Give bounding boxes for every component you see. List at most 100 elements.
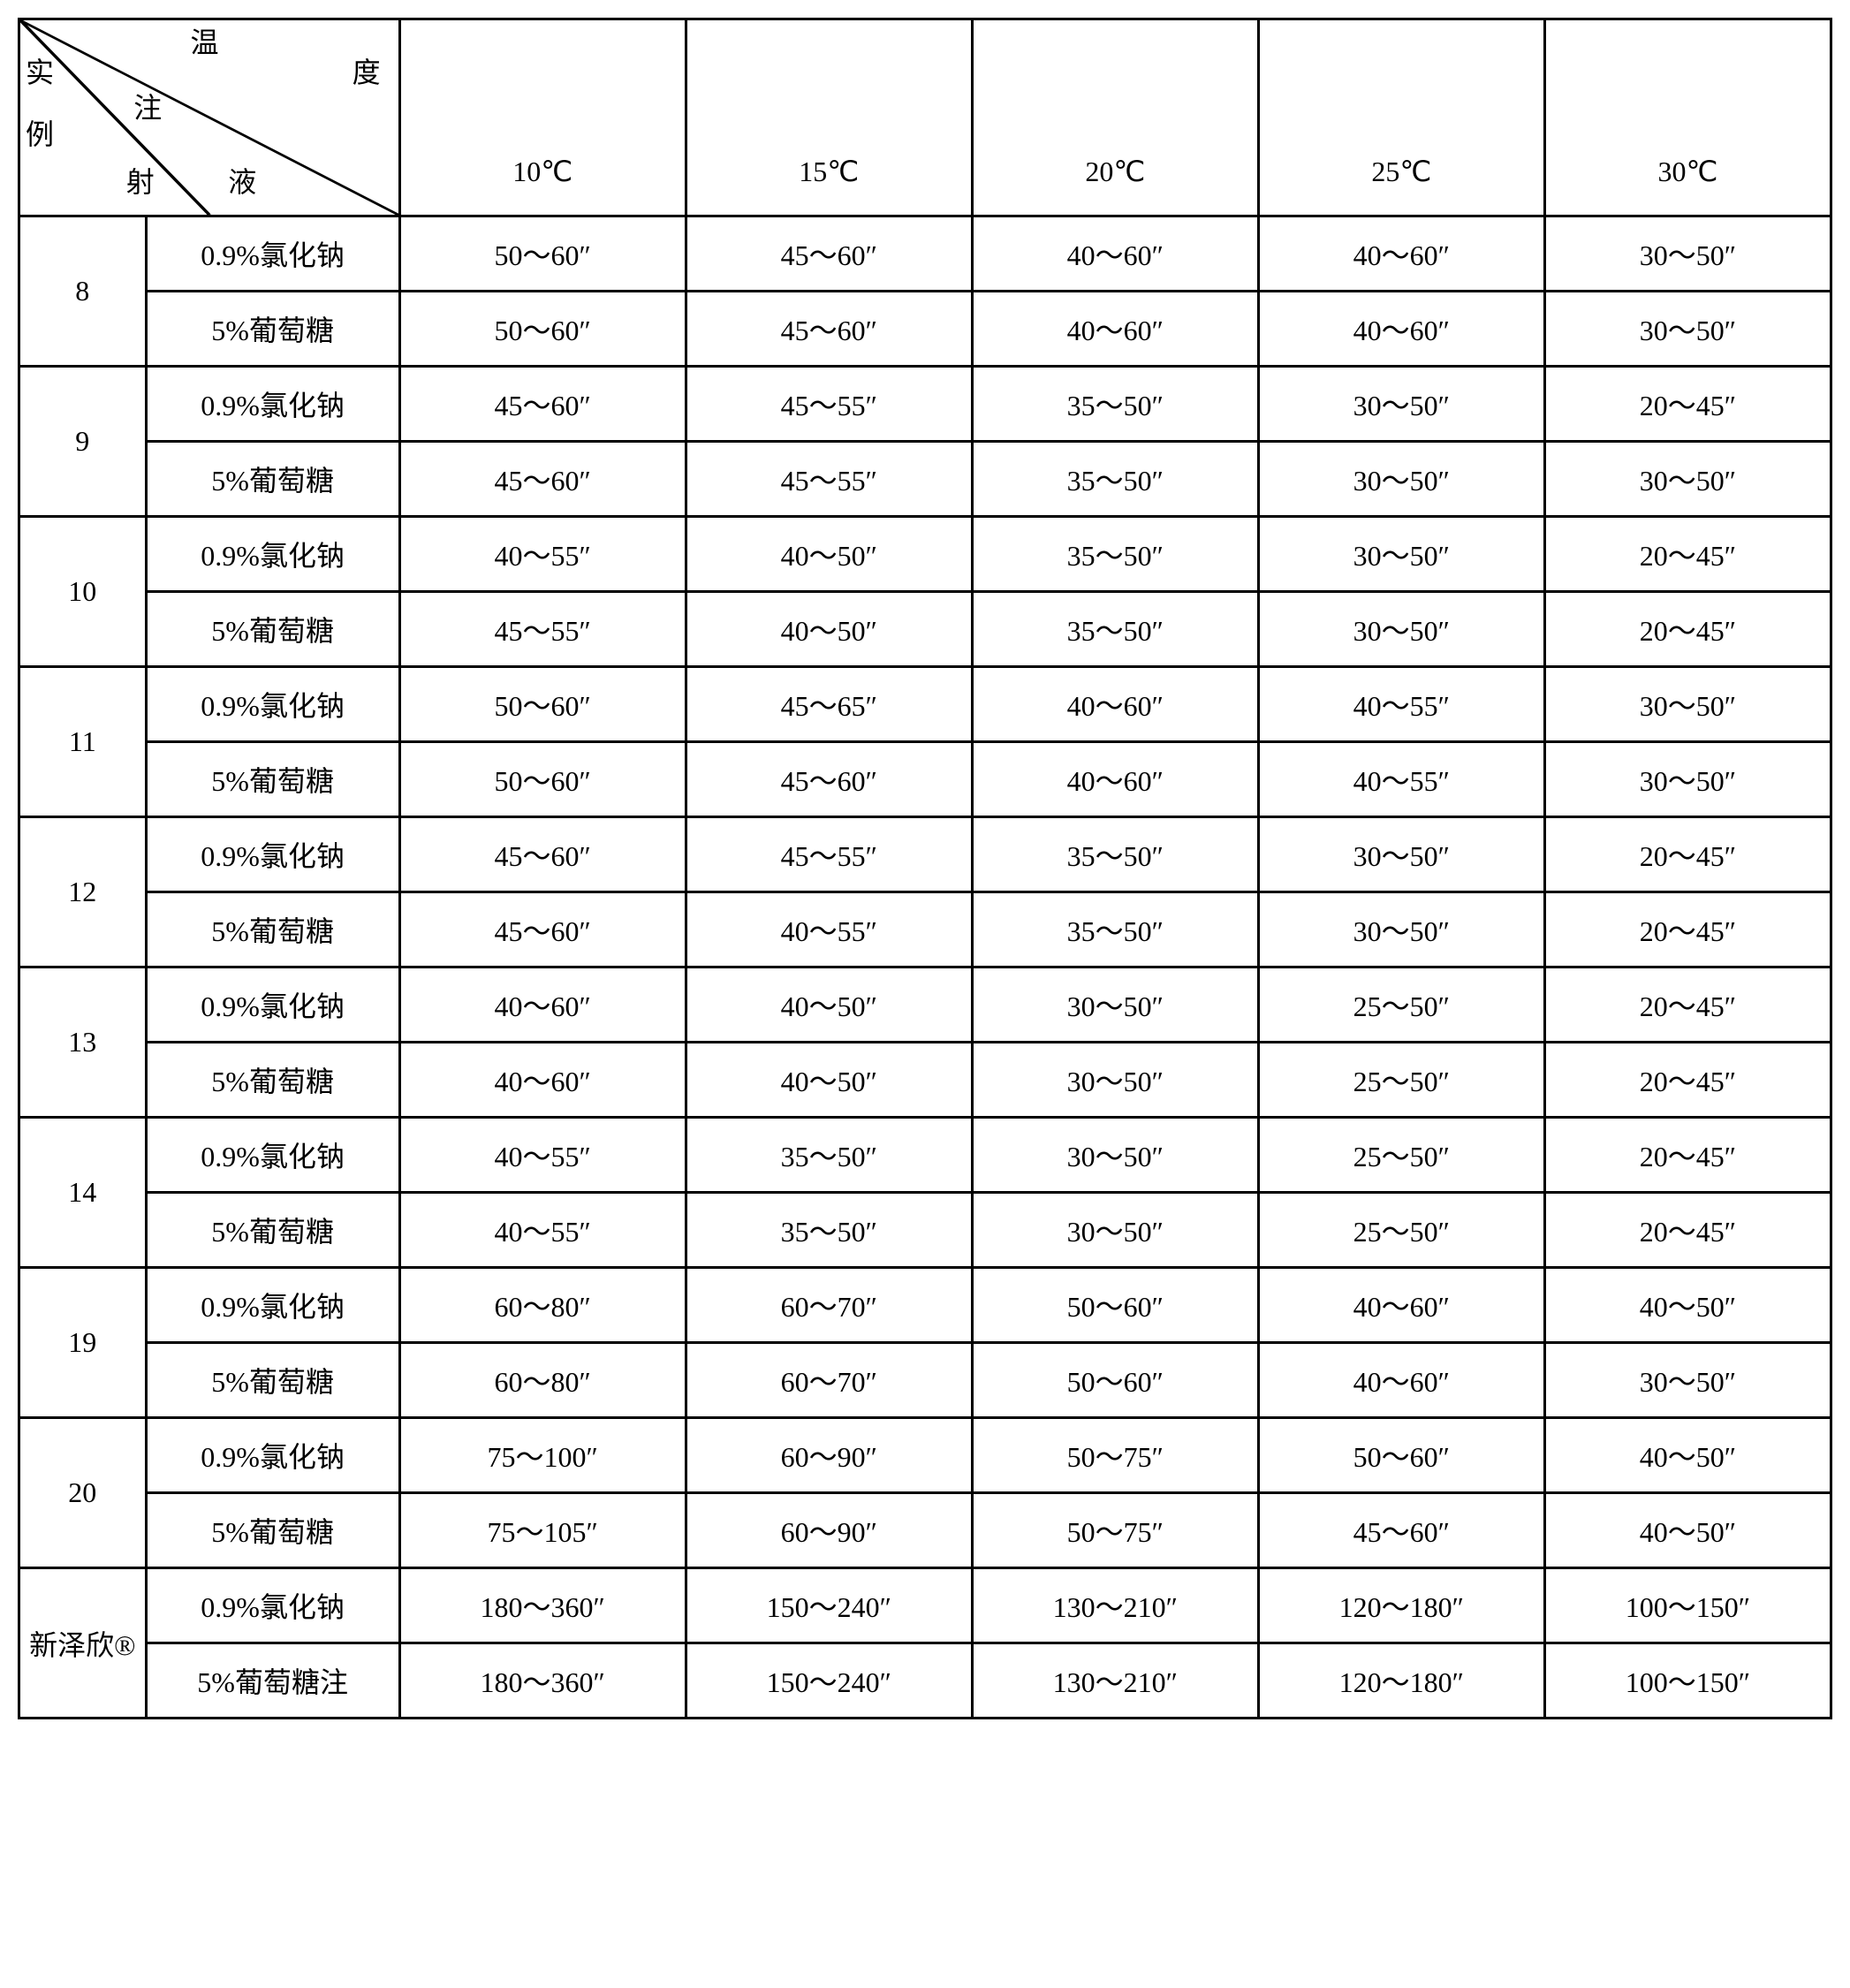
data-cell: 20～45″	[1544, 367, 1831, 442]
hdr-temp-right: 度	[353, 56, 381, 89]
data-cell: 60～80″	[399, 1268, 686, 1343]
data-cell: 40～60″	[1258, 292, 1544, 367]
data-cell: 30～50″	[972, 1118, 1258, 1193]
table-row: 新泽欣®0.9%氯化钠180～360″150～240″130～210″120～1…	[19, 1568, 1831, 1643]
data-cell: 45～55″	[686, 367, 972, 442]
table-row: 5%葡萄糖50～60″45～60″40～60″40～55″30～50″	[19, 742, 1831, 817]
dissolution-table: 温 度 实 例 注 射 液 10℃15℃20℃25℃30℃80.9%氯化钠50～…	[18, 18, 1832, 1719]
example-id: 14	[19, 1118, 147, 1268]
example-id: 8	[19, 216, 147, 367]
data-cell: 40～60″	[399, 967, 686, 1043]
data-cell: 40～60″	[1258, 216, 1544, 292]
solution-label: 0.9%氯化钠	[146, 1268, 399, 1343]
data-cell: 40～60″	[972, 216, 1258, 292]
data-cell: 45～65″	[686, 667, 972, 742]
data-cell: 30～50″	[1258, 517, 1544, 592]
solution-label: 0.9%氯化钠	[146, 667, 399, 742]
data-cell: 30～50″	[1544, 1343, 1831, 1418]
table-row: 190.9%氯化钠60～80″60～70″50～60″40～60″40～50″	[19, 1268, 1831, 1343]
data-cell: 30～50″	[1544, 216, 1831, 292]
data-cell: 150～240″	[686, 1643, 972, 1719]
data-cell: 45～60″	[1258, 1493, 1544, 1568]
example-id: 19	[19, 1268, 147, 1418]
data-cell: 40～50″	[686, 967, 972, 1043]
example-id: 11	[19, 667, 147, 817]
table-row: 5%葡萄糖45～55″40～50″35～50″30～50″20～45″	[19, 592, 1831, 667]
data-cell: 130～210″	[972, 1568, 1258, 1643]
data-cell: 45～60″	[399, 892, 686, 967]
data-cell: 40～50″	[686, 1043, 972, 1118]
data-cell: 40～55″	[399, 517, 686, 592]
solution-label: 5%葡萄糖	[146, 1493, 399, 1568]
data-cell: 30～50″	[1258, 442, 1544, 517]
data-cell: 35～50″	[972, 517, 1258, 592]
solution-label: 0.9%氯化钠	[146, 367, 399, 442]
data-cell: 45～60″	[399, 817, 686, 892]
data-cell: 50～60″	[972, 1343, 1258, 1418]
solution-label: 5%葡萄糖注	[146, 1643, 399, 1719]
data-cell: 20～45″	[1544, 967, 1831, 1043]
data-cell: 45～60″	[399, 442, 686, 517]
solution-label: 0.9%氯化钠	[146, 967, 399, 1043]
data-cell: 40～55″	[399, 1118, 686, 1193]
data-cell: 120～180″	[1258, 1568, 1544, 1643]
example-id: 9	[19, 367, 147, 517]
data-cell: 40～50″	[1544, 1493, 1831, 1568]
table-row: 5%葡萄糖40～60″40～50″30～50″25～50″20～45″	[19, 1043, 1831, 1118]
data-cell: 45～55″	[399, 592, 686, 667]
table-row: 5%葡萄糖40～55″35～50″30～50″25～50″20～45″	[19, 1193, 1831, 1268]
solution-label: 5%葡萄糖	[146, 1043, 399, 1118]
data-cell: 40～60″	[399, 1043, 686, 1118]
data-cell: 50～60″	[399, 216, 686, 292]
data-cell: 40～55″	[399, 1193, 686, 1268]
table-row: 5%葡萄糖50～60″45～60″40～60″40～60″30～50″	[19, 292, 1831, 367]
table-row: 5%葡萄糖75～105″60～90″50～75″45～60″40～50″	[19, 1493, 1831, 1568]
data-cell: 40～50″	[686, 517, 972, 592]
data-cell: 75～100″	[399, 1418, 686, 1493]
data-cell: 35～50″	[686, 1118, 972, 1193]
header-temp-1: 15℃	[686, 19, 972, 216]
data-cell: 30～50″	[1258, 592, 1544, 667]
data-cell: 100～150″	[1544, 1643, 1831, 1719]
data-cell: 40～60″	[972, 667, 1258, 742]
data-cell: 60～70″	[686, 1268, 972, 1343]
data-cell: 20～45″	[1544, 1193, 1831, 1268]
data-cell: 50～60″	[399, 742, 686, 817]
data-cell: 150～240″	[686, 1568, 972, 1643]
data-cell: 40～55″	[1258, 667, 1544, 742]
solution-label: 0.9%氯化钠	[146, 517, 399, 592]
data-cell: 45～55″	[686, 442, 972, 517]
hdr-example-2: 例	[26, 118, 54, 151]
table-row: 120.9%氯化钠45～60″45～55″35～50″30～50″20～45″	[19, 817, 1831, 892]
data-cell: 130～210″	[972, 1643, 1258, 1719]
data-cell: 40～60″	[972, 292, 1258, 367]
data-cell: 20～45″	[1544, 817, 1831, 892]
data-cell: 60～90″	[686, 1493, 972, 1568]
table-row: 5%葡萄糖60～80″60～70″50～60″40～60″30～50″	[19, 1343, 1831, 1418]
data-cell: 60～90″	[686, 1418, 972, 1493]
data-cell: 30～50″	[1258, 817, 1544, 892]
example-id: 20	[19, 1418, 147, 1568]
data-cell: 60～80″	[399, 1343, 686, 1418]
solution-label: 0.9%氯化钠	[146, 1418, 399, 1493]
hdr-inj-1: 注	[133, 91, 162, 125]
data-cell: 45～60″	[686, 216, 972, 292]
data-cell: 25～50″	[1258, 1118, 1544, 1193]
data-cell: 30～50″	[1258, 892, 1544, 967]
table-row: 100.9%氯化钠40～55″40～50″35～50″30～50″20～45″	[19, 517, 1831, 592]
data-cell: 45～55″	[686, 817, 972, 892]
data-cell: 60～70″	[686, 1343, 972, 1418]
data-cell: 40～50″	[1544, 1268, 1831, 1343]
data-cell: 30～50″	[972, 1193, 1258, 1268]
data-cell: 20～45″	[1544, 1118, 1831, 1193]
data-cell: 45～60″	[399, 367, 686, 442]
data-cell: 35～50″	[972, 592, 1258, 667]
data-cell: 30～50″	[1544, 442, 1831, 517]
table-row: 5%葡萄糖45～60″40～55″35～50″30～50″20～45″	[19, 892, 1831, 967]
solution-label: 5%葡萄糖	[146, 292, 399, 367]
example-id: 13	[19, 967, 147, 1118]
data-cell: 50～75″	[972, 1493, 1258, 1568]
data-cell: 30～50″	[1544, 742, 1831, 817]
data-cell: 35～50″	[972, 817, 1258, 892]
data-cell: 30～50″	[972, 967, 1258, 1043]
